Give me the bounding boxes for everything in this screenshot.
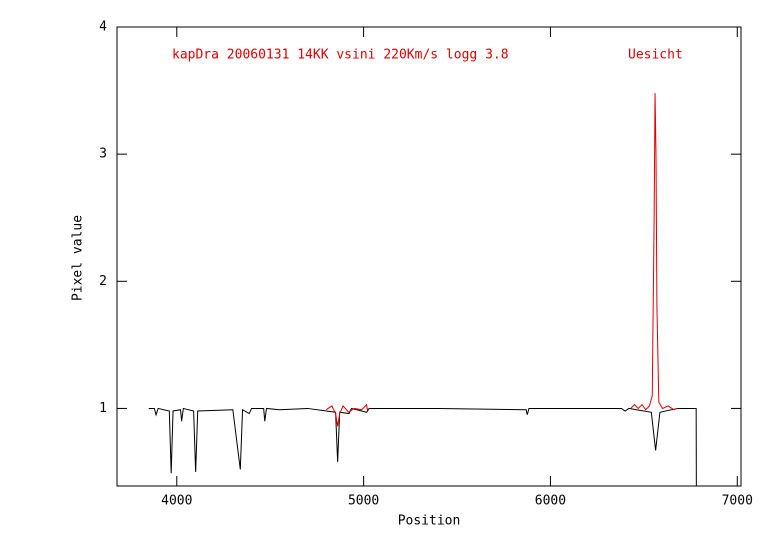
chart-subtitle: Uesicht [628, 48, 683, 63]
spectrum-line [148, 407, 697, 487]
spectrum-line [325, 403, 370, 427]
chart-title: kapDra 20060131 14KK vsini 220Km/s logg … [172, 48, 509, 63]
x-tick-label: 6000 [535, 494, 566, 509]
y-tick-label: 1 [99, 401, 107, 416]
y-tick-label: 3 [99, 147, 107, 162]
spectrum-line [630, 93, 678, 411]
y-tick-label: 4 [99, 20, 107, 35]
y-tick-label: 2 [99, 274, 107, 289]
y-axis-label: Pixel value [71, 215, 86, 301]
x-tick-label: 5000 [348, 494, 379, 509]
x-tick-label: 7000 [722, 494, 753, 509]
x-tick-label: 4000 [161, 494, 192, 509]
plot-frame [116, 26, 742, 487]
x-axis-label: Position [398, 514, 461, 529]
